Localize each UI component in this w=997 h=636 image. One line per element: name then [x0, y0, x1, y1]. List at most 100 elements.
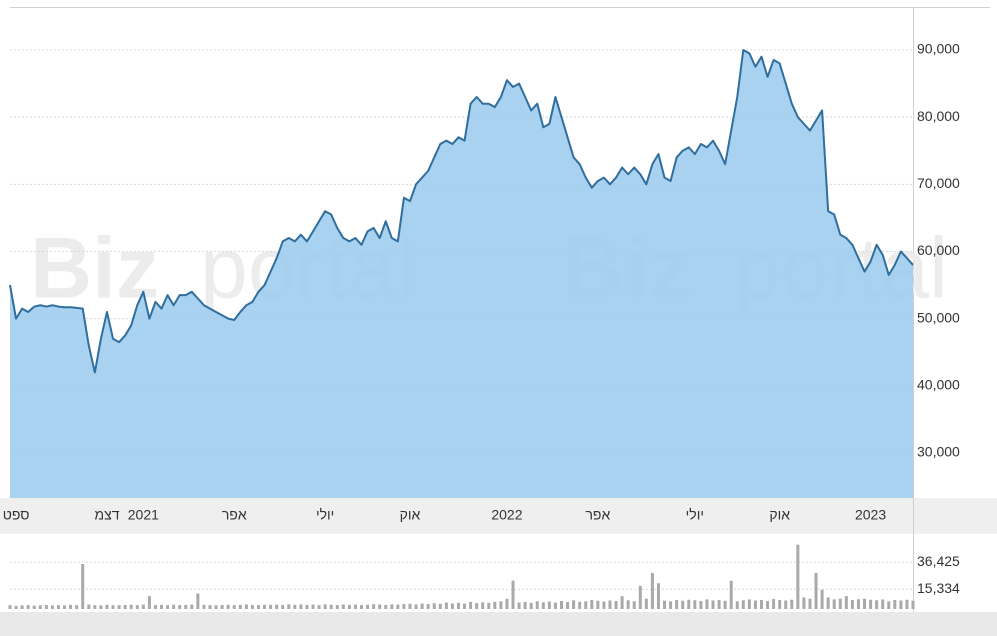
bar [541, 602, 545, 609]
x-tick-label: אוק [400, 507, 421, 523]
bar [766, 601, 770, 609]
bar [238, 604, 242, 609]
bar [117, 605, 121, 609]
x-tick-label: 2022 [491, 507, 522, 523]
bar [469, 601, 473, 609]
bar [196, 593, 200, 609]
bottom-band [0, 612, 997, 636]
x-tick-label: דצמ [94, 507, 119, 523]
bar [93, 605, 97, 609]
bar [299, 604, 303, 609]
y-tick-label: 60,000 [917, 242, 960, 258]
bar [178, 605, 182, 609]
bar [566, 602, 570, 609]
bar [644, 598, 648, 609]
bar [335, 605, 339, 609]
bar [523, 601, 527, 609]
x-tick-label: אפר [222, 507, 247, 523]
bar [590, 599, 594, 609]
bar [511, 580, 515, 609]
bar [620, 596, 624, 609]
y-tick-label: 36,425 [917, 553, 960, 569]
bar [747, 599, 751, 609]
area [10, 49, 913, 498]
bar [123, 605, 127, 609]
bar [153, 605, 157, 609]
bar [281, 605, 285, 609]
bar [287, 604, 291, 609]
bar [808, 598, 812, 609]
bar [202, 604, 206, 609]
bar [681, 600, 685, 609]
bar [32, 605, 36, 609]
bar [856, 599, 860, 609]
bar [69, 604, 73, 609]
x-tick-label: 2021 [128, 507, 159, 523]
bar [905, 599, 909, 609]
bar [402, 604, 406, 609]
bar [311, 604, 315, 609]
y-tick-label: 80,000 [917, 108, 960, 124]
bar [360, 605, 364, 609]
bar [456, 602, 460, 609]
bar [63, 605, 67, 609]
bar [341, 604, 345, 609]
bar [675, 599, 679, 609]
bar [547, 601, 551, 609]
bar [353, 604, 357, 609]
bar [105, 604, 109, 609]
x-tick-label: אוק [769, 507, 790, 523]
bar [559, 601, 563, 609]
bar [190, 604, 194, 609]
bar [887, 601, 891, 609]
bar [578, 601, 582, 609]
bar [475, 603, 479, 609]
bar [408, 603, 412, 609]
bar [796, 544, 800, 609]
x-tick-label: 2023 [855, 507, 886, 523]
bar [390, 604, 394, 609]
bar [8, 605, 12, 609]
y-tick-label: 30,000 [917, 444, 960, 460]
bar [790, 599, 794, 609]
bar [38, 605, 42, 609]
bar [347, 604, 351, 609]
bar [487, 602, 491, 609]
bar [14, 605, 18, 609]
bar [384, 604, 388, 609]
bar [899, 600, 903, 609]
bar [729, 580, 733, 609]
bar [863, 598, 867, 609]
bar [820, 589, 824, 609]
bar [160, 604, 164, 609]
bar [432, 603, 436, 609]
bar [141, 604, 145, 609]
bar [875, 600, 879, 609]
bar [50, 605, 54, 609]
bar [638, 585, 642, 609]
bar [669, 601, 673, 609]
bar [81, 563, 85, 609]
x-axis-band [0, 498, 997, 534]
bar [220, 605, 224, 609]
bar [717, 599, 721, 609]
bar [656, 583, 660, 609]
bar [869, 599, 873, 609]
bar [493, 601, 497, 609]
bar [99, 605, 103, 609]
y-tick-label: 70,000 [917, 175, 960, 191]
bar [802, 597, 806, 609]
bar [450, 603, 454, 609]
bar [111, 605, 115, 609]
bar [911, 600, 915, 609]
bar [256, 605, 260, 609]
bar [499, 601, 503, 609]
bar [778, 599, 782, 609]
y-tick-label: 50,000 [917, 309, 960, 325]
bar [378, 604, 382, 609]
bar [814, 572, 818, 609]
bar [481, 602, 485, 609]
bar [135, 605, 139, 609]
bar [614, 601, 618, 609]
